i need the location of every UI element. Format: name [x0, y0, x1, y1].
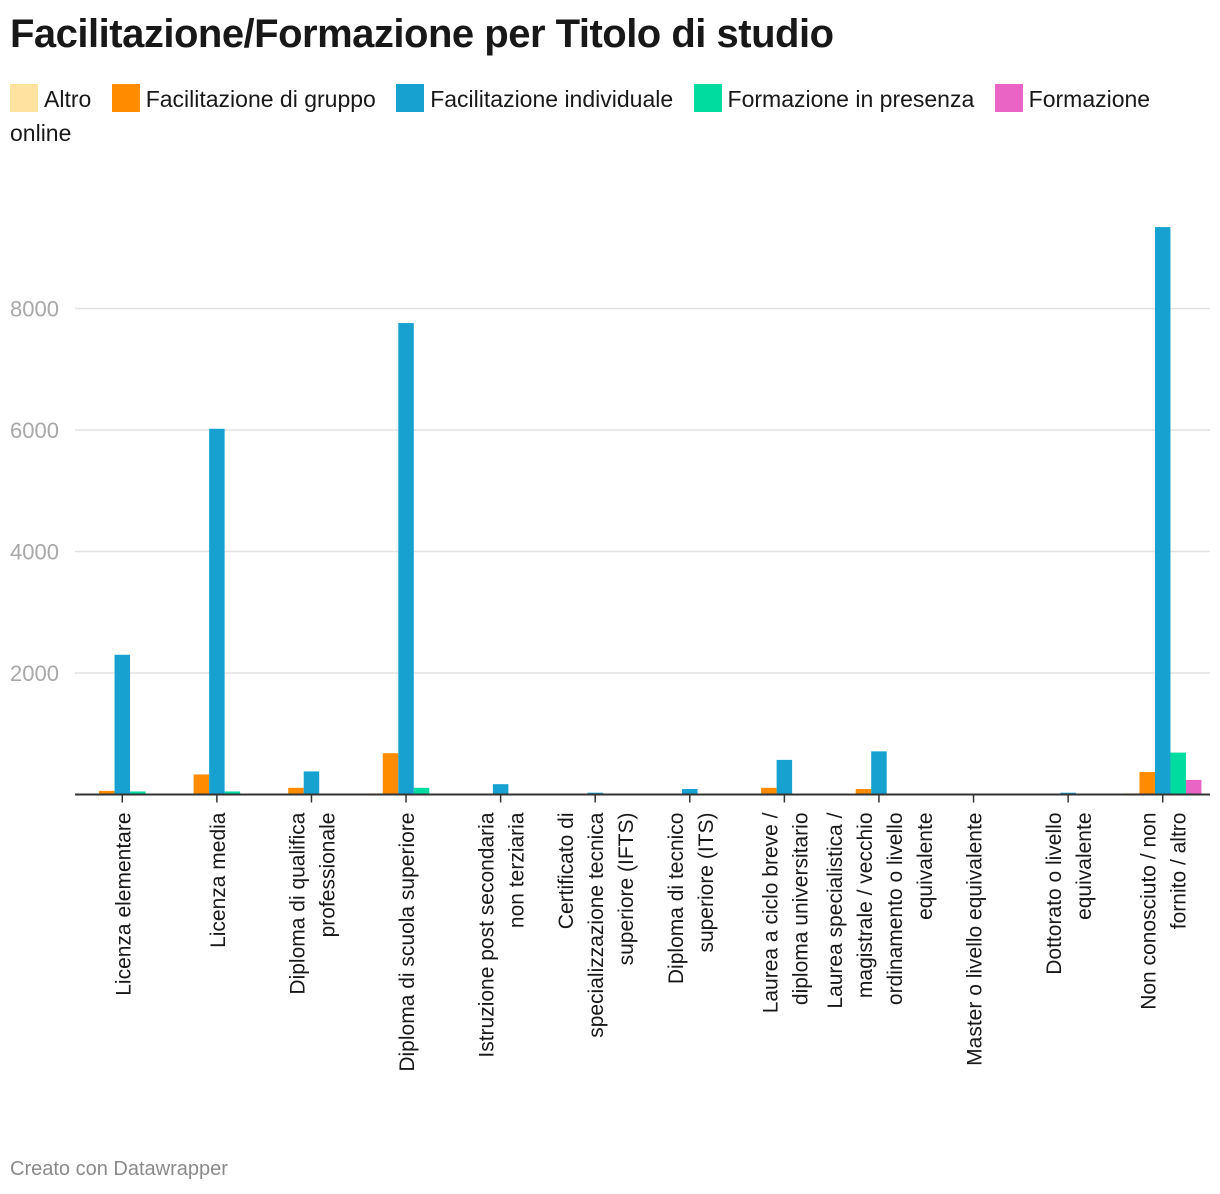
x-tick-label: Istruzione post secondaria — [476, 812, 499, 1057]
bar — [682, 789, 698, 795]
legend-swatch — [10, 84, 38, 112]
x-tick-label: Master o livello equivalente — [964, 813, 987, 1066]
bar — [1170, 752, 1186, 795]
legend-swatch — [693, 84, 722, 112]
legend-swatch — [111, 84, 140, 112]
x-tick-label: equivalente — [914, 812, 937, 919]
y-tick-label: 8000 — [10, 297, 59, 322]
legend-swatch — [396, 84, 425, 112]
legend-item: Facilitazione di gruppo — [111, 84, 376, 112]
x-tick-label: Licenza media — [207, 812, 230, 948]
bar — [114, 654, 131, 795]
x-tick-label: non terziaria — [506, 812, 529, 928]
bar — [209, 428, 225, 795]
legend-swatch — [994, 84, 1023, 112]
x-tick-label: Diploma di tecnico — [665, 813, 688, 985]
chart-title: Facilitazione/Formazione per Titolo di s… — [10, 12, 834, 56]
x-tick-label: Non conosciuto / non — [1138, 813, 1161, 1010]
legend-label: Facilitazione individuale — [430, 86, 674, 112]
legend-item: Altro — [10, 84, 92, 112]
bar — [855, 789, 872, 795]
bar — [382, 753, 399, 795]
x-tick-label: superiore (IFTS) — [615, 813, 638, 966]
legend: Altro Facilitazione di gruppo Facilitazi… — [10, 82, 1200, 150]
bar — [130, 791, 146, 795]
x-tick-label: Laurea a ciclo breve / — [759, 812, 782, 1013]
bar — [1185, 779, 1202, 795]
bar — [761, 787, 777, 795]
legend-item: Facilitazione individuale — [396, 84, 674, 112]
x-tick-label: Diploma di scuola superiore — [396, 813, 419, 1072]
x-tick-label: professionale — [316, 813, 339, 938]
bar — [413, 787, 430, 795]
x-tick-label: Certificato di — [555, 813, 578, 930]
x-tick-label: Licenza elementare — [112, 813, 135, 996]
bar — [288, 787, 304, 795]
legend-item: Formazione online — [10, 84, 1151, 146]
bar — [871, 751, 887, 795]
x-tick-label: superiore (ITS) — [695, 813, 718, 953]
bar — [193, 774, 210, 795]
x-tick-label: fornito / altro — [1168, 813, 1191, 930]
y-tick-label: 4000 — [10, 540, 59, 565]
bar — [303, 771, 320, 795]
bar — [99, 790, 115, 795]
x-tick-label: magistrale / vecchio — [854, 812, 877, 998]
chart-area: 2000 4000 6000 8000 Licenza elementare Licenz… — [10, 227, 1210, 1072]
y-tick-label: 2000 — [10, 661, 59, 686]
x-tick-label: Laurea specialistica / — [824, 812, 847, 1008]
x-tick-label: diploma universitario — [789, 813, 812, 1006]
bar — [1154, 227, 1171, 795]
bar — [224, 791, 241, 795]
x-tick-label: specializzazione tecnica — [585, 812, 608, 1038]
legend-label: Facilitazione di gruppo — [145, 86, 376, 112]
x-tick-label: Dottorato o livello — [1043, 813, 1066, 975]
legend-label: Formazione online — [10, 86, 1151, 146]
x-tick-label: ordinamento o livello — [884, 812, 907, 1005]
x-tick-label: Diploma di qualifica — [286, 812, 309, 994]
bar — [1139, 772, 1155, 795]
legend-label: Formazione in presenza — [727, 86, 975, 112]
legend-item: Formazione in presenza — [693, 84, 975, 112]
y-tick-label: 6000 — [10, 418, 59, 443]
footer-credit: Creato con Datawrapper — [10, 1158, 228, 1180]
bar — [492, 784, 509, 795]
legend-label: Altro — [44, 86, 92, 112]
bar — [398, 323, 414, 795]
bar — [776, 759, 793, 795]
x-tick-label: equivalente — [1073, 813, 1096, 920]
